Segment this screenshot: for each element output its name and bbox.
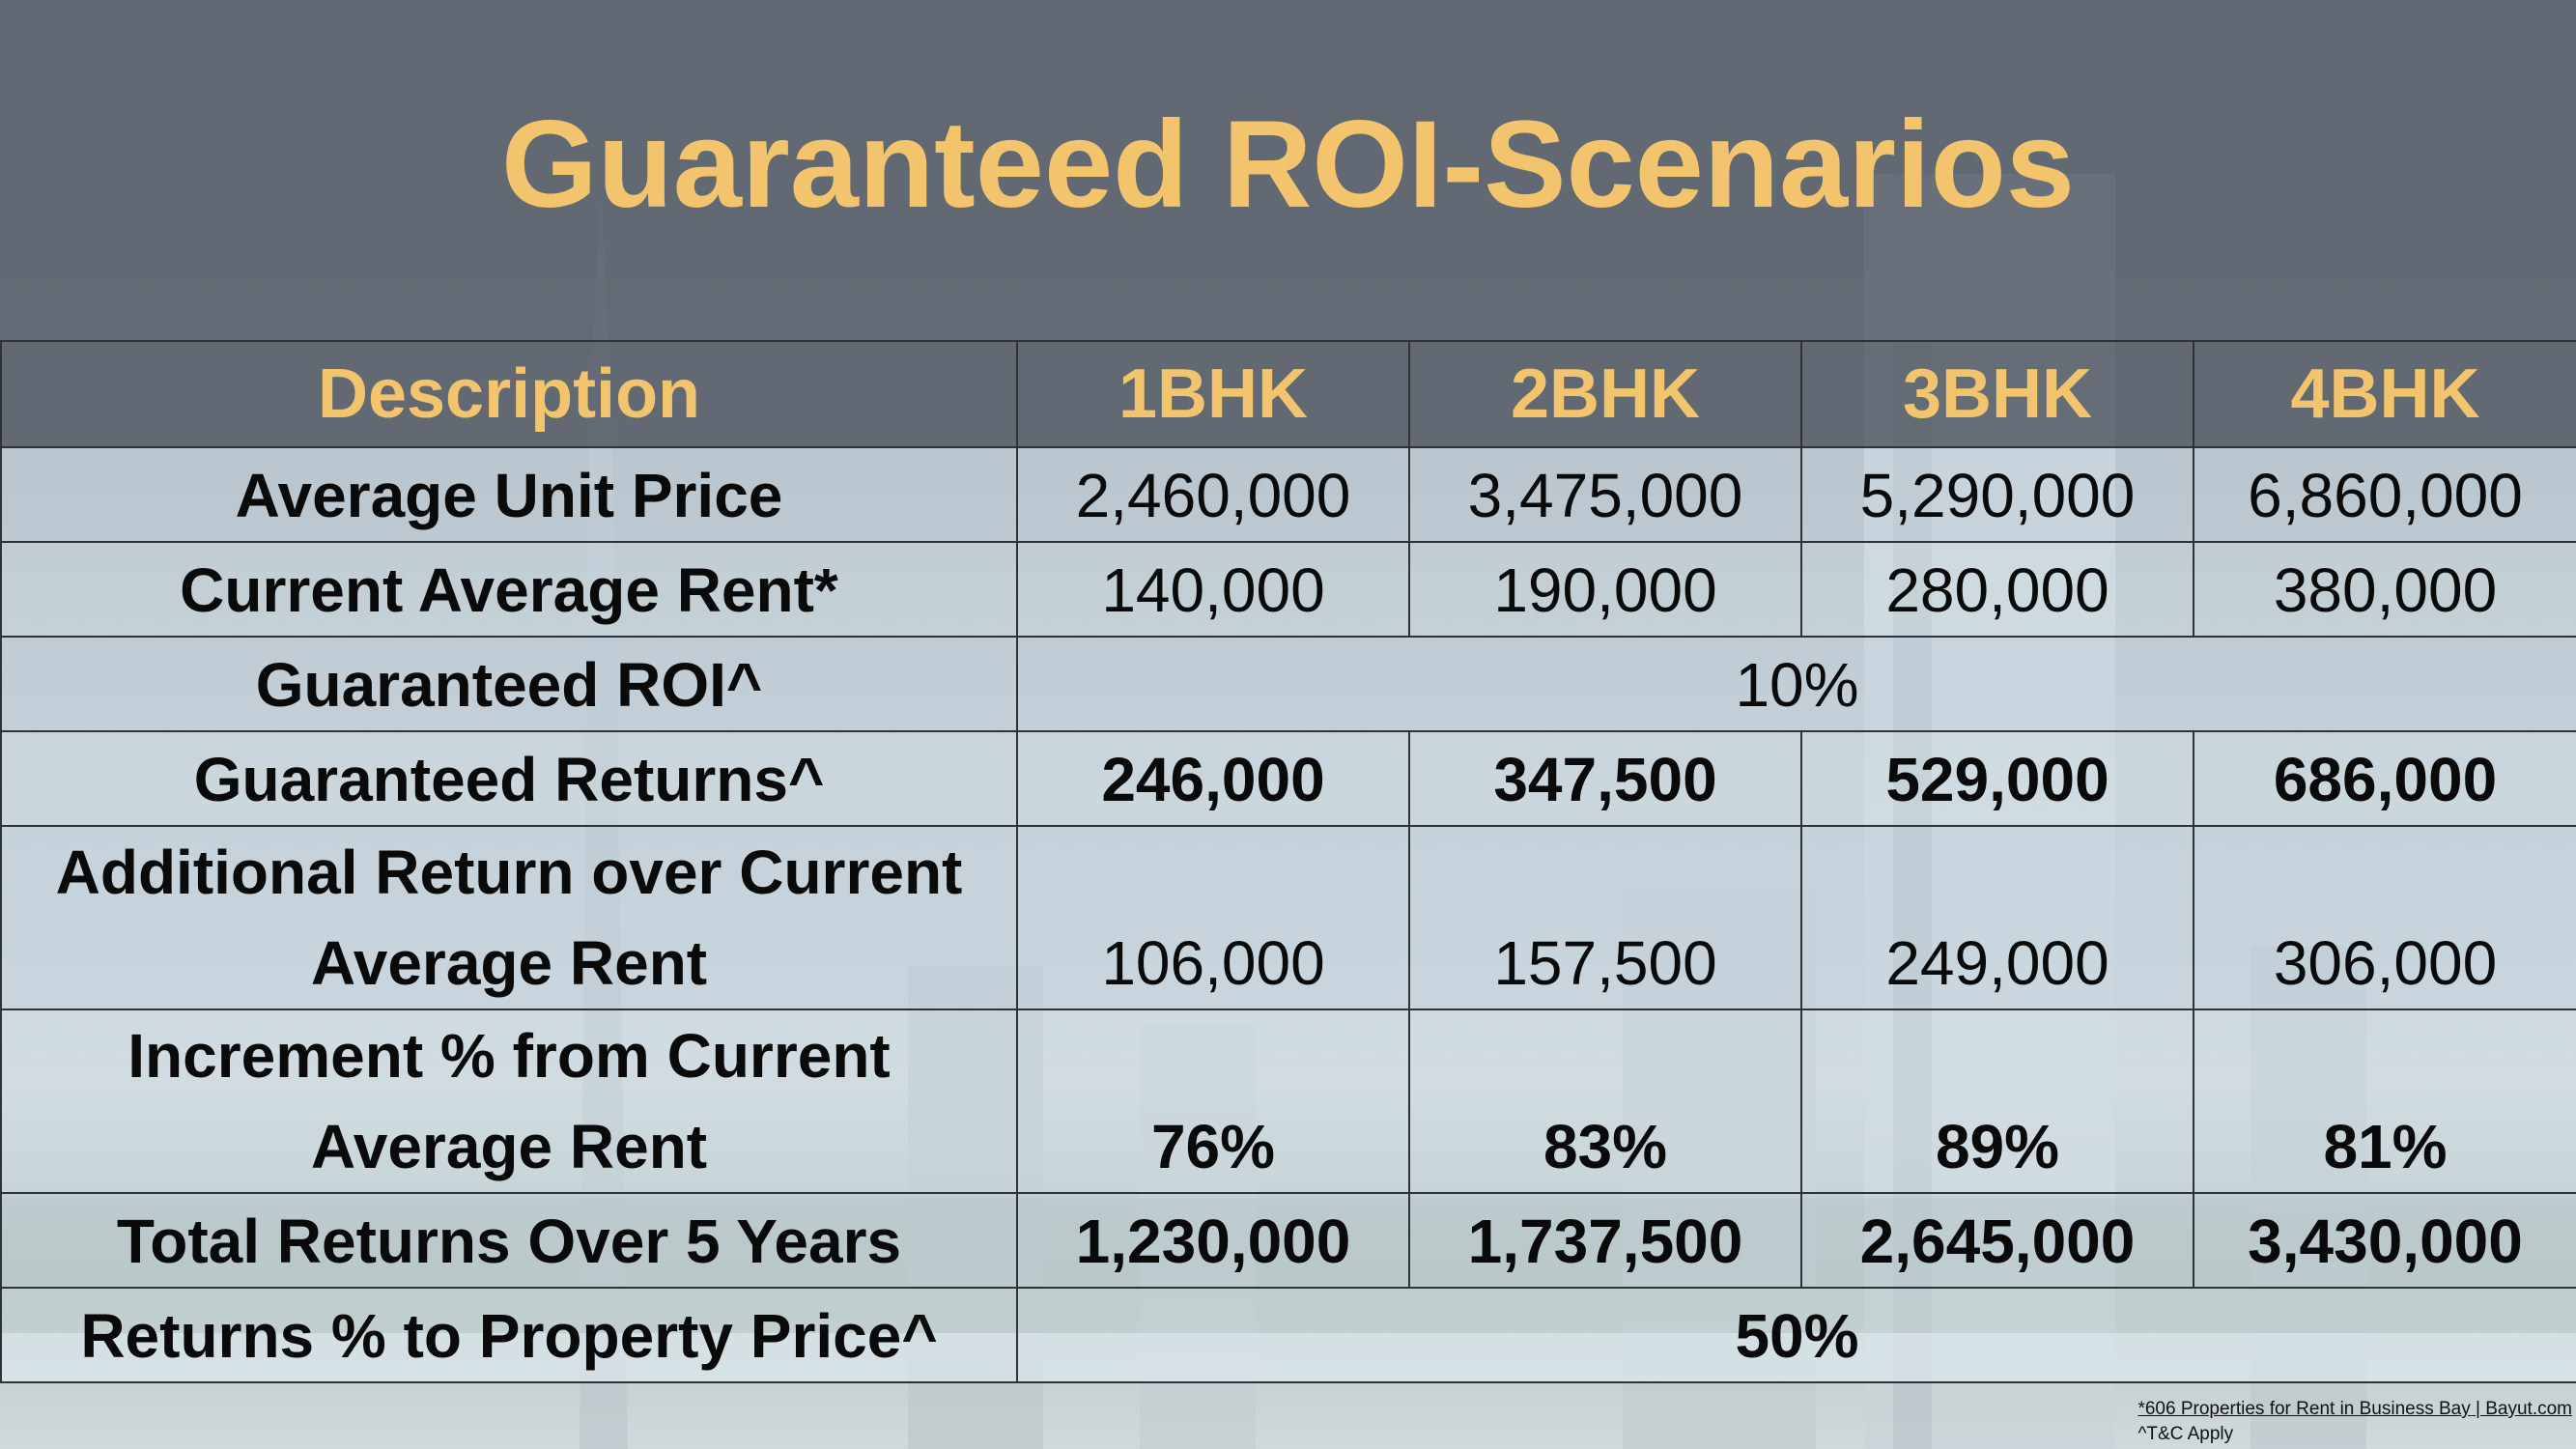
row-label: Increment % from Current Average Rent [0, 1009, 1018, 1194]
cell-value: 1,737,500 [1408, 1192, 1802, 1289]
table-row: Total Returns Over 5 Years 1,230,000 1,7… [0, 1192, 2576, 1289]
cell-value: 2,645,000 [1800, 1192, 2194, 1289]
row-label: Guaranteed ROI^ [0, 636, 1018, 732]
page-title: Guaranteed ROI-Scenarios [501, 96, 2075, 234]
cell-value: 380,000 [2193, 541, 2576, 638]
cell-value: 157,500 [1408, 825, 1802, 1010]
cell-value: 140,000 [1016, 541, 1410, 638]
cell-value: 190,000 [1408, 541, 1802, 638]
cell-value: 5,290,000 [1800, 446, 2194, 543]
table-row: Guaranteed Returns^ 246,000 347,500 529,… [0, 730, 2576, 827]
table-header-row: Description 1BHK 2BHK 3BHK 4BHK [0, 340, 2576, 448]
footnote-source: *606 Properties for Rent in Business Bay… [2137, 1399, 2572, 1419]
table-row: Guaranteed ROI^ 10% [0, 636, 2576, 732]
cell-value: 1,230,000 [1016, 1192, 1410, 1289]
cell-value: 306,000 [2193, 825, 2576, 1010]
row-label: Average Unit Price [0, 446, 1018, 543]
cell-value: 83% [1408, 1009, 1802, 1194]
cell-value: 106,000 [1016, 825, 1410, 1010]
cell-value: 347,500 [1408, 730, 1802, 827]
row-label: Total Returns Over 5 Years [0, 1192, 1018, 1289]
row-label: Guaranteed Returns^ [0, 730, 1018, 827]
header-3bhk: 3BHK [1800, 340, 2194, 448]
cell-value: 246,000 [1016, 730, 1410, 827]
header-4bhk: 4BHK [2193, 340, 2576, 448]
cell-merged-value: 50% [1016, 1287, 2576, 1383]
cell-value: 76% [1016, 1009, 1410, 1194]
row-label: Additional Return over Current Average R… [0, 825, 1018, 1010]
cell-value: 249,000 [1800, 825, 2194, 1010]
row-label: Returns % to Property Price^ [0, 1287, 1018, 1383]
header-2bhk: 2BHK [1408, 340, 1802, 448]
cell-value: 89% [1800, 1009, 2194, 1194]
cell-value: 3,475,000 [1408, 446, 1802, 543]
footnotes: *606 Properties for Rent in Business Bay… [2137, 1397, 2572, 1447]
cell-merged-value: 10% [1016, 636, 2576, 732]
row-label-line: Increment % from Current [127, 1021, 891, 1091]
table-row: Average Unit Price 2,460,000 3,475,000 5… [0, 446, 2576, 543]
row-label-line: Additional Return over Current [55, 838, 963, 907]
cell-value: 6,860,000 [2193, 446, 2576, 543]
cell-value: 81% [2193, 1009, 2576, 1194]
cell-value: 529,000 [1800, 730, 2194, 827]
footnote-terms: ^T&C Apply [2137, 1424, 2234, 1444]
table-row: Returns % to Property Price^ 50% [0, 1287, 2576, 1383]
table-row: Increment % from Current Average Rent 76… [0, 1009, 2576, 1194]
table-row: Additional Return over Current Average R… [0, 825, 2576, 1010]
cell-value: 3,430,000 [2193, 1192, 2576, 1289]
row-label-line: Average Rent [310, 928, 708, 998]
cell-value: 2,460,000 [1016, 446, 1410, 543]
roi-table: Description 1BHK 2BHK 3BHK 4BHK Average … [0, 340, 2576, 1383]
row-label-line: Average Rent [310, 1112, 708, 1181]
cell-value: 686,000 [2193, 730, 2576, 827]
table-row: Current Average Rent* 140,000 190,000 28… [0, 541, 2576, 638]
row-label: Current Average Rent* [0, 541, 1018, 638]
header-1bhk: 1BHK [1016, 340, 1410, 448]
header-description: Description [0, 340, 1018, 448]
cell-value: 280,000 [1800, 541, 2194, 638]
title-band [0, 0, 2576, 340]
